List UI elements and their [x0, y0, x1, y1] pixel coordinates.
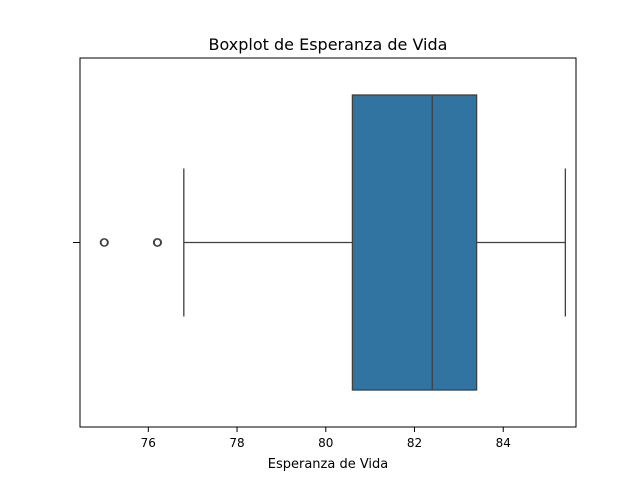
outlier-point — [152, 238, 162, 247]
x-axis-ticks: 76 78 80 82 84 — [141, 427, 511, 450]
x-tick-label: 80 — [318, 436, 333, 450]
x-tick-label: 78 — [229, 436, 244, 450]
iqr-box — [351, 94, 478, 391]
x-tick-label: 82 — [407, 436, 422, 450]
outlier-point — [100, 238, 109, 247]
x-axis-label: Esperanza de Vida — [268, 457, 389, 472]
x-tick-label: 84 — [496, 436, 511, 450]
chart-title: Boxplot de Esperanza de Vida — [209, 35, 448, 54]
plot-area — [99, 94, 567, 391]
x-tick-label: 76 — [141, 436, 156, 450]
